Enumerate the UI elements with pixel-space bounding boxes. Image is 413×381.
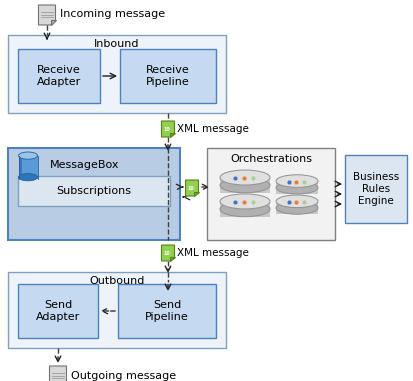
Text: XML message: XML message [177, 248, 249, 258]
Polygon shape [195, 192, 199, 196]
Ellipse shape [276, 195, 318, 208]
Polygon shape [161, 245, 175, 261]
Text: Send
Adapter: Send Adapter [36, 300, 80, 322]
Bar [19, 155, 38, 179]
Text: Incoming message: Incoming message [60, 9, 165, 19]
Text: Outbound: Outbound [89, 276, 145, 286]
Polygon shape [170, 133, 175, 137]
Ellipse shape [220, 194, 270, 209]
Text: Receive
Pipeline: Receive Pipeline [146, 65, 190, 87]
Bar [8, 148, 180, 240]
Ellipse shape [19, 174, 38, 181]
Bar [118, 284, 216, 338]
Polygon shape [185, 180, 199, 196]
Text: Send
Pipeline: Send Pipeline [145, 300, 189, 322]
Bar [220, 178, 270, 193]
Polygon shape [161, 121, 175, 137]
Text: 10: 10 [188, 186, 195, 191]
Text: XML message: XML message [177, 124, 249, 134]
Bar [207, 148, 335, 240]
Text: Subscriptions: Subscriptions [57, 186, 131, 196]
Bar [220, 202, 270, 217]
Polygon shape [51, 20, 55, 25]
Text: Inbound: Inbound [94, 39, 140, 49]
Bar [276, 201, 318, 214]
Text: Business
Rules
Engine: Business Rules Engine [353, 172, 399, 206]
Bar [8, 272, 226, 348]
Bar [19, 155, 22, 179]
Bar [345, 155, 407, 223]
Ellipse shape [276, 202, 318, 214]
Text: Outgoing message: Outgoing message [71, 371, 176, 381]
Ellipse shape [220, 178, 270, 193]
Text: 10: 10 [164, 127, 171, 132]
Text: Receive
Adapter: Receive Adapter [37, 65, 81, 87]
Text: 10: 10 [164, 251, 171, 256]
Text: MessageBox: MessageBox [50, 160, 119, 170]
Ellipse shape [276, 175, 318, 187]
Bar [8, 35, 226, 113]
Bar [120, 49, 216, 103]
Text: Orchestrations: Orchestrations [230, 154, 312, 164]
Polygon shape [50, 366, 66, 381]
Ellipse shape [19, 152, 38, 159]
Polygon shape [38, 5, 55, 25]
Ellipse shape [276, 181, 318, 194]
Bar [276, 181, 318, 194]
Bar [18, 176, 170, 206]
Bar [18, 49, 100, 103]
Polygon shape [170, 257, 175, 261]
Ellipse shape [220, 170, 270, 185]
Bar [18, 284, 98, 338]
Ellipse shape [220, 202, 270, 217]
